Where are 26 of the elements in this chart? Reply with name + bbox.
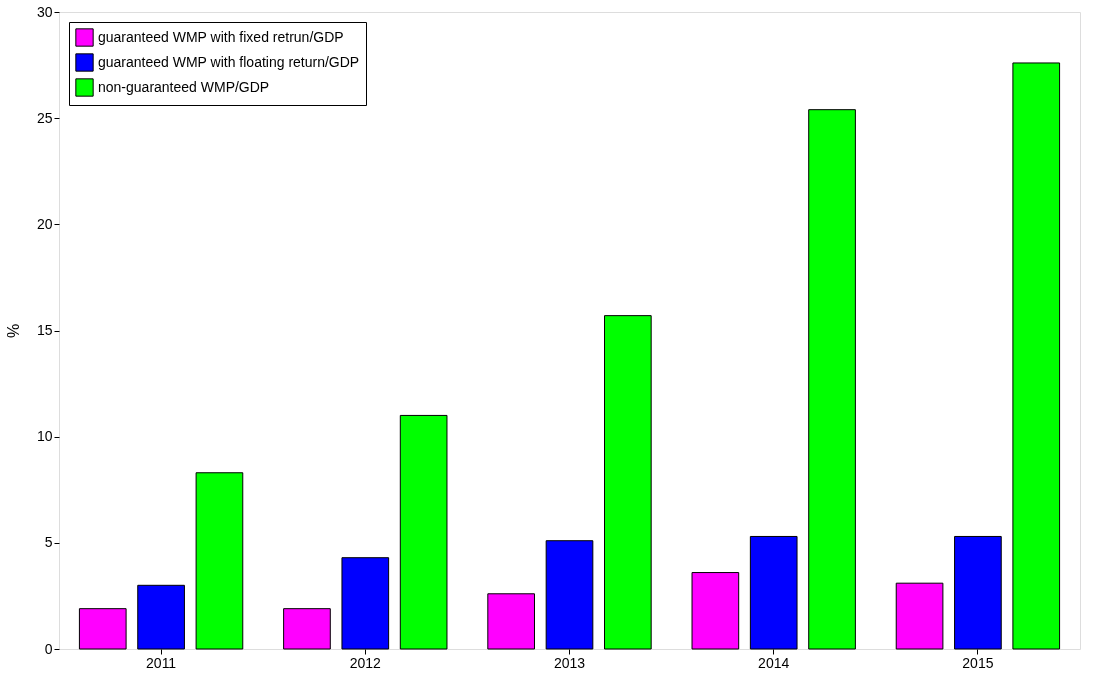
bar [604, 315, 652, 650]
bar [691, 572, 740, 650]
bar [78, 608, 127, 650]
bar [399, 414, 448, 650]
y-axis-title: % [4, 323, 22, 339]
legend-label: guaranteed WMP with floating return/GDP [98, 53, 360, 70]
y-tick-label: 0 [44, 640, 53, 657]
legend-label: guaranteed WMP with fixed retrun/GDP [98, 28, 344, 45]
legend-label: non-guaranteed WMP/GDP [98, 78, 270, 95]
y-tick-label: 15 [36, 322, 53, 338]
y-tick-label: 10 [36, 428, 53, 445]
x-tick-label: 2013 [553, 654, 586, 671]
bar [1012, 62, 1061, 650]
x-tick-label: 2014 [758, 654, 790, 671]
bar [895, 582, 944, 650]
bar [195, 472, 244, 650]
x-tick-label: 2015 [962, 654, 994, 671]
y-tick-label: 5 [44, 534, 53, 551]
y-tick-label: 20 [36, 215, 53, 232]
bar [487, 593, 535, 650]
y-tick-label: 30 [36, 3, 53, 20]
y-tick-label: 25 [36, 109, 53, 126]
bar [808, 109, 856, 650]
bar [283, 608, 331, 650]
x-tick-label: 2011 [146, 654, 177, 671]
x-tick-label: 2012 [349, 654, 382, 671]
